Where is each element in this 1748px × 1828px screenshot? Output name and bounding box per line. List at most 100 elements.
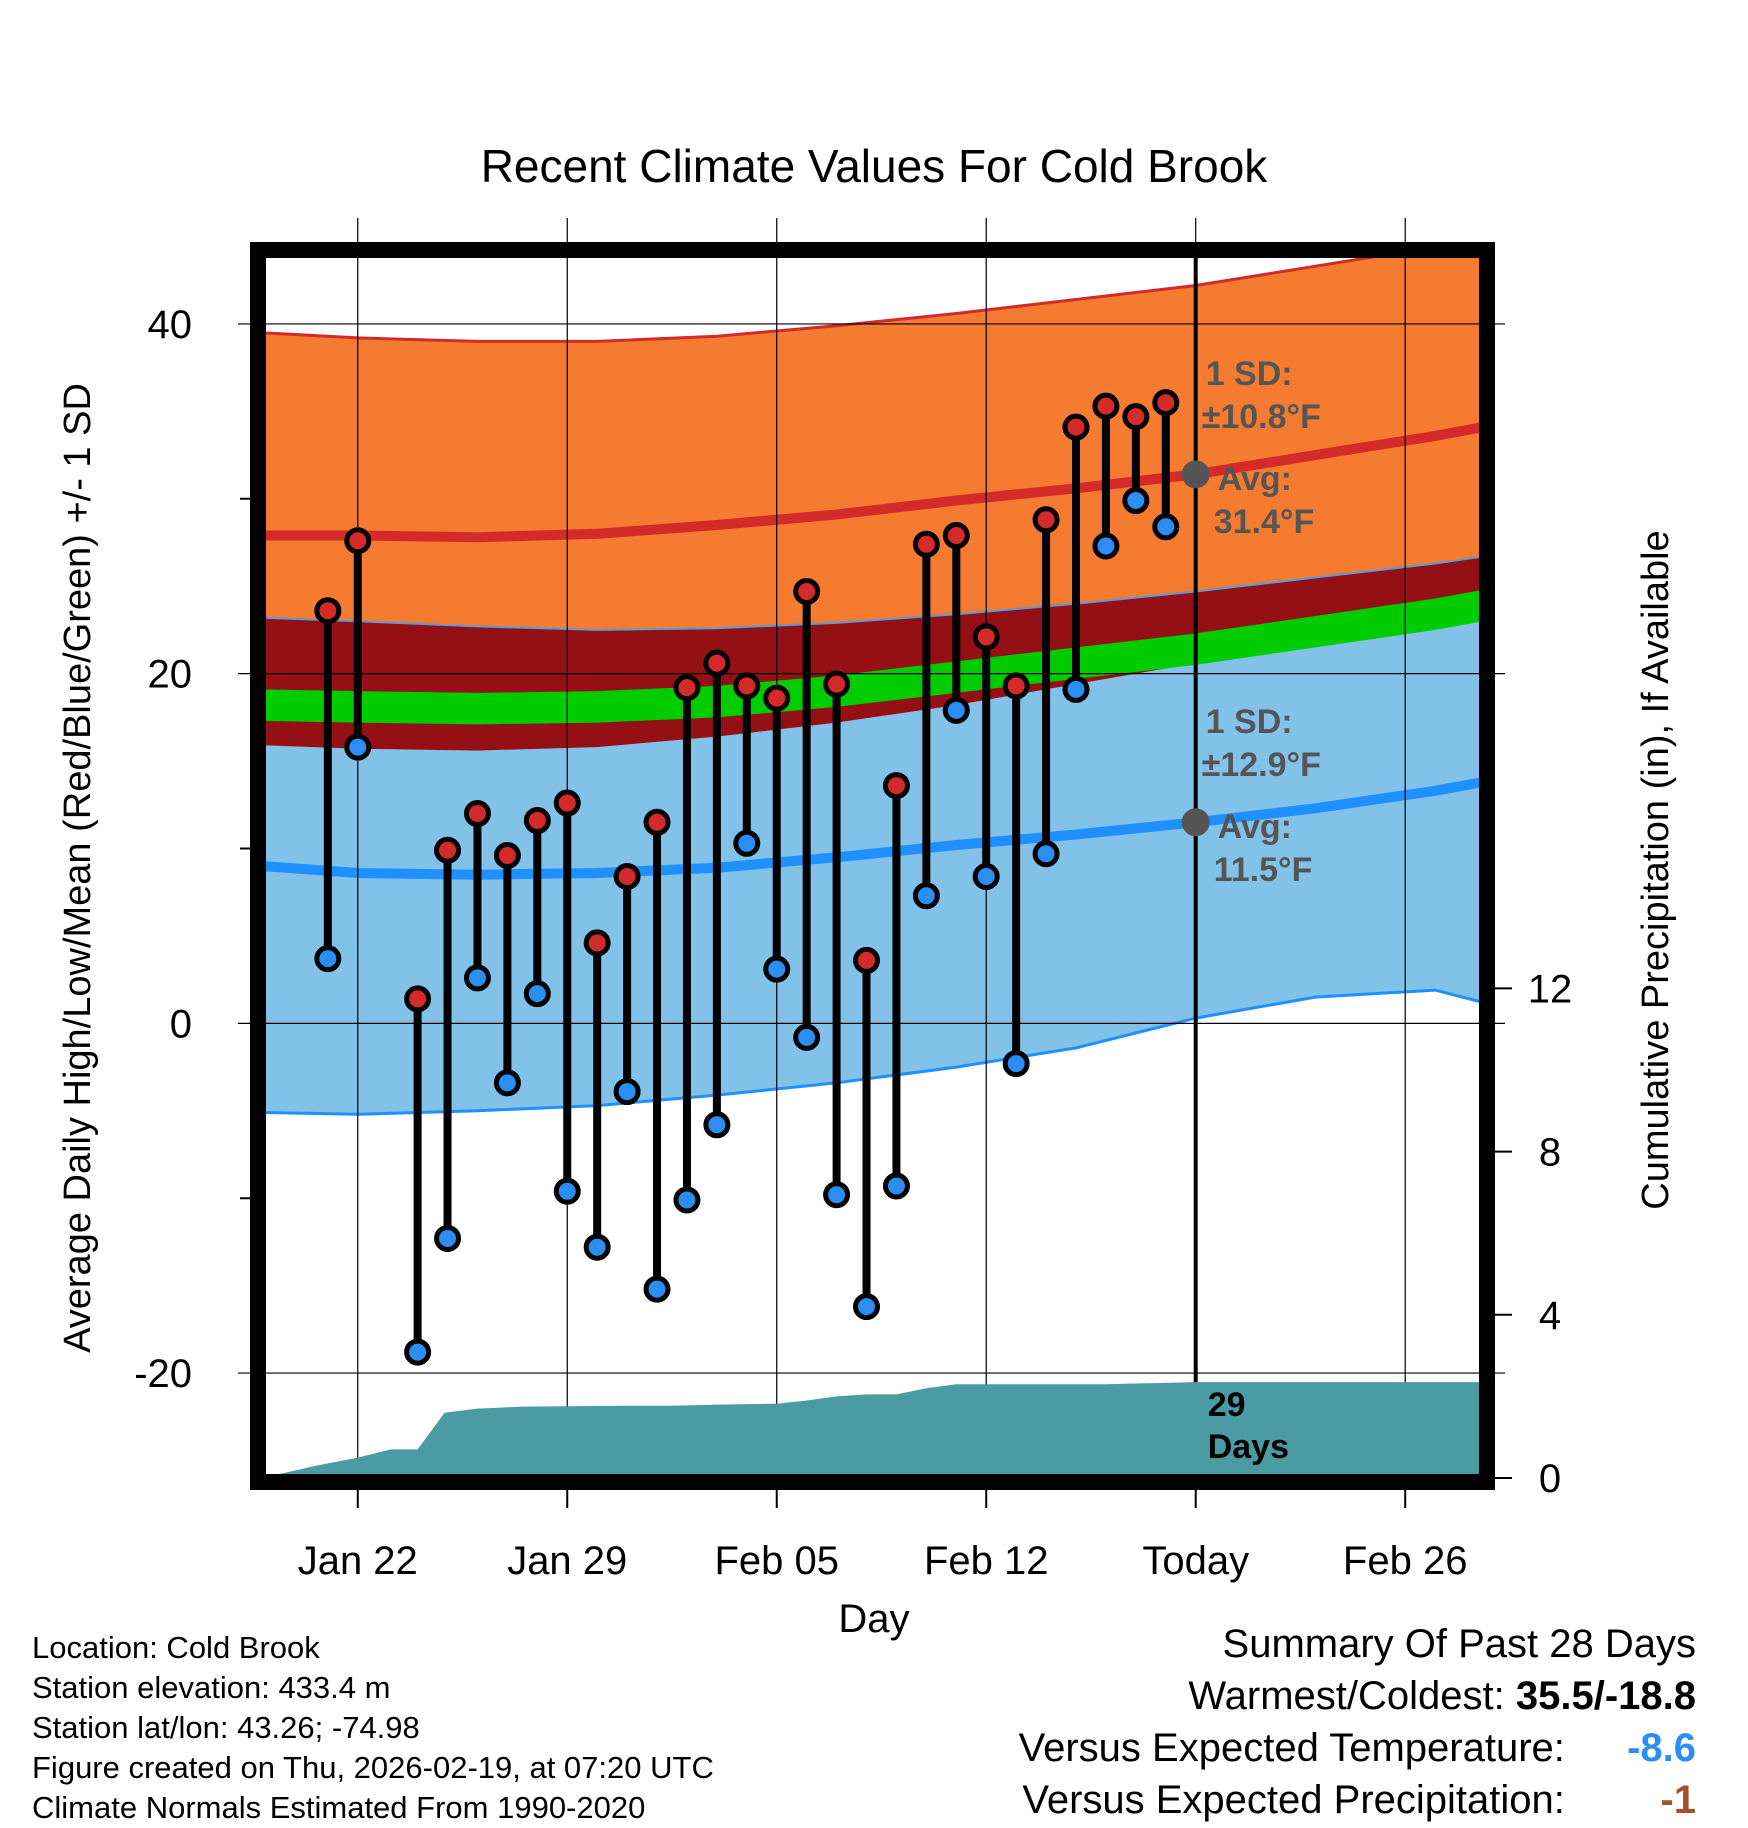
- low-sd-label: 1 SD:: [1206, 703, 1293, 741]
- elevation-text: Station elevation: 433.4 m: [32, 1670, 391, 1705]
- precip-layer: [262, 1382, 1483, 1478]
- temp-value: -8.6: [1627, 1726, 1696, 1770]
- x-tick-label: Feb 12: [924, 1539, 1049, 1583]
- daily-low-point: [912, 882, 940, 910]
- daily-high-point: [583, 929, 611, 957]
- summary-title: Summary Of Past 28 Days: [1222, 1622, 1696, 1666]
- daily-low-point: [583, 1233, 611, 1261]
- x-axis-label: Day: [838, 1597, 909, 1641]
- normals-text: Climate Normals Estimated From 1990-2020: [32, 1790, 646, 1825]
- daily-high-point: [493, 842, 521, 870]
- daily-high-point: [823, 670, 851, 698]
- daily-stems: [323, 402, 1170, 1353]
- daily-low-point: [703, 1111, 731, 1139]
- daily-high-point: [972, 623, 1000, 651]
- daily-high-point: [942, 522, 970, 550]
- temp-row: Versus Expected Temperature: -8.6: [1019, 1722, 1696, 1774]
- daily-high-point: [1032, 506, 1060, 534]
- daily-points: [314, 389, 1180, 1366]
- daily-high-point: [912, 530, 940, 558]
- daily-low-point: [1092, 532, 1120, 560]
- daily-low-point: [763, 955, 791, 983]
- daily-high-point: [314, 597, 342, 625]
- warm-cold-value: 35.5/-18.8: [1515, 1674, 1696, 1718]
- daily-high-point: [553, 789, 581, 817]
- temp-label: Versus Expected Temperature:: [1018, 1726, 1565, 1770]
- daily-high-point: [763, 684, 791, 712]
- daily-high-point: [853, 946, 881, 974]
- x-tick-label: Jan 22: [298, 1539, 418, 1583]
- daily-low-point: [733, 829, 761, 857]
- days-label: Days: [1208, 1428, 1289, 1466]
- y2-tick-label: 12: [1528, 967, 1573, 1011]
- low-avg-label: Avg:: [1218, 808, 1292, 846]
- daily-low-point: [1002, 1050, 1030, 1078]
- daily-low-point: [1062, 675, 1090, 703]
- station-info: Location: Cold Brook Station elevation: …: [32, 1628, 714, 1828]
- daily-low-point: [553, 1177, 581, 1205]
- y2-tick-label: 8: [1539, 1131, 1561, 1175]
- daily-high-point: [1062, 413, 1090, 441]
- today-high-avg-marker: [1181, 460, 1210, 489]
- normal-high-line: [262, 422, 1483, 543]
- daily-low-point: [643, 1275, 671, 1303]
- y-tick-label: 0: [170, 1002, 192, 1046]
- y2-tick-label: 4: [1539, 1294, 1561, 1338]
- x-tick-label: Feb 05: [714, 1539, 839, 1583]
- daily-low-point: [434, 1224, 462, 1252]
- low-sd-value: ±12.9°F: [1202, 746, 1321, 784]
- days-count: 29: [1208, 1386, 1246, 1424]
- daily-low-point: [314, 945, 342, 973]
- daily-low-point: [613, 1078, 641, 1106]
- precip-area: [262, 1382, 1483, 1478]
- location-text: Location: Cold Brook: [32, 1630, 320, 1665]
- daily-high-point: [404, 985, 432, 1013]
- y-tick-label: 20: [148, 653, 193, 697]
- low-avg-value: 11.5°F: [1214, 851, 1313, 889]
- summary-panel: Summary Of Past 28 Days Warmest/Coldest:…: [1019, 1618, 1696, 1826]
- axes: Jan 22 Jan 29 Feb 05 Feb 12 Today Feb 26 -20 0 2…: [134, 303, 1572, 1583]
- y2-axis-label: Cumulative Precipitation (in), If Availa…: [1635, 530, 1677, 1209]
- today-low-avg-marker: [1181, 808, 1210, 837]
- daily-low-point: [463, 964, 491, 992]
- daily-low-point: [972, 862, 1000, 890]
- daily-low-point: [882, 1172, 910, 1200]
- daily-low-point: [1032, 840, 1060, 868]
- daily-high-point: [613, 862, 641, 890]
- y-tick-label: -20: [134, 1352, 192, 1396]
- daily-low-point: [673, 1186, 701, 1214]
- daily-low-point: [404, 1338, 432, 1366]
- x-tick-label: Today: [1142, 1539, 1249, 1583]
- daily-high-point: [1122, 403, 1150, 431]
- daily-high-point: [434, 836, 462, 864]
- y-axis-label: Average Daily High/Low/Mean (Red/Blue/Gr…: [57, 383, 99, 1353]
- daily-low-point: [942, 696, 970, 724]
- daily-high-point: [1152, 389, 1180, 417]
- precip-value: -1: [1660, 1778, 1696, 1822]
- daily-low-point: [793, 1023, 821, 1051]
- daily-low-point: [344, 733, 372, 761]
- daily-high-point: [673, 674, 701, 702]
- warm-cold-row: Warmest/Coldest: 35.5/-18.8: [1019, 1670, 1696, 1722]
- daily-high-point: [463, 800, 491, 828]
- high-sd-label: 1 SD:: [1206, 355, 1293, 393]
- created-text: Figure created on Thu, 2026-02-19, at 07…: [32, 1750, 714, 1785]
- daily-high-point: [523, 807, 551, 835]
- high-avg-label: Avg:: [1218, 460, 1292, 498]
- daily-low-point: [1152, 513, 1180, 541]
- latlon-text: Station lat/lon: 43.26; -74.98: [32, 1710, 420, 1745]
- daily-high-point: [1002, 672, 1030, 700]
- daily-low-point: [1122, 487, 1150, 515]
- high-sd-value: ±10.8°F: [1202, 398, 1321, 436]
- daily-low-point: [823, 1181, 851, 1209]
- x-tick-label: Feb 26: [1343, 1539, 1468, 1583]
- high-upper-edge: [262, 254, 1401, 343]
- daily-high-point: [703, 649, 731, 677]
- chart-title: Recent Climate Values For Cold Brook: [481, 140, 1269, 192]
- precip-row: Versus Expected Precipitation: -1: [1019, 1774, 1696, 1826]
- daily-high-point: [643, 808, 671, 836]
- y2-tick-label: 0: [1539, 1457, 1561, 1501]
- high-lower-edge: [262, 555, 1483, 631]
- daily-low-point: [493, 1069, 521, 1097]
